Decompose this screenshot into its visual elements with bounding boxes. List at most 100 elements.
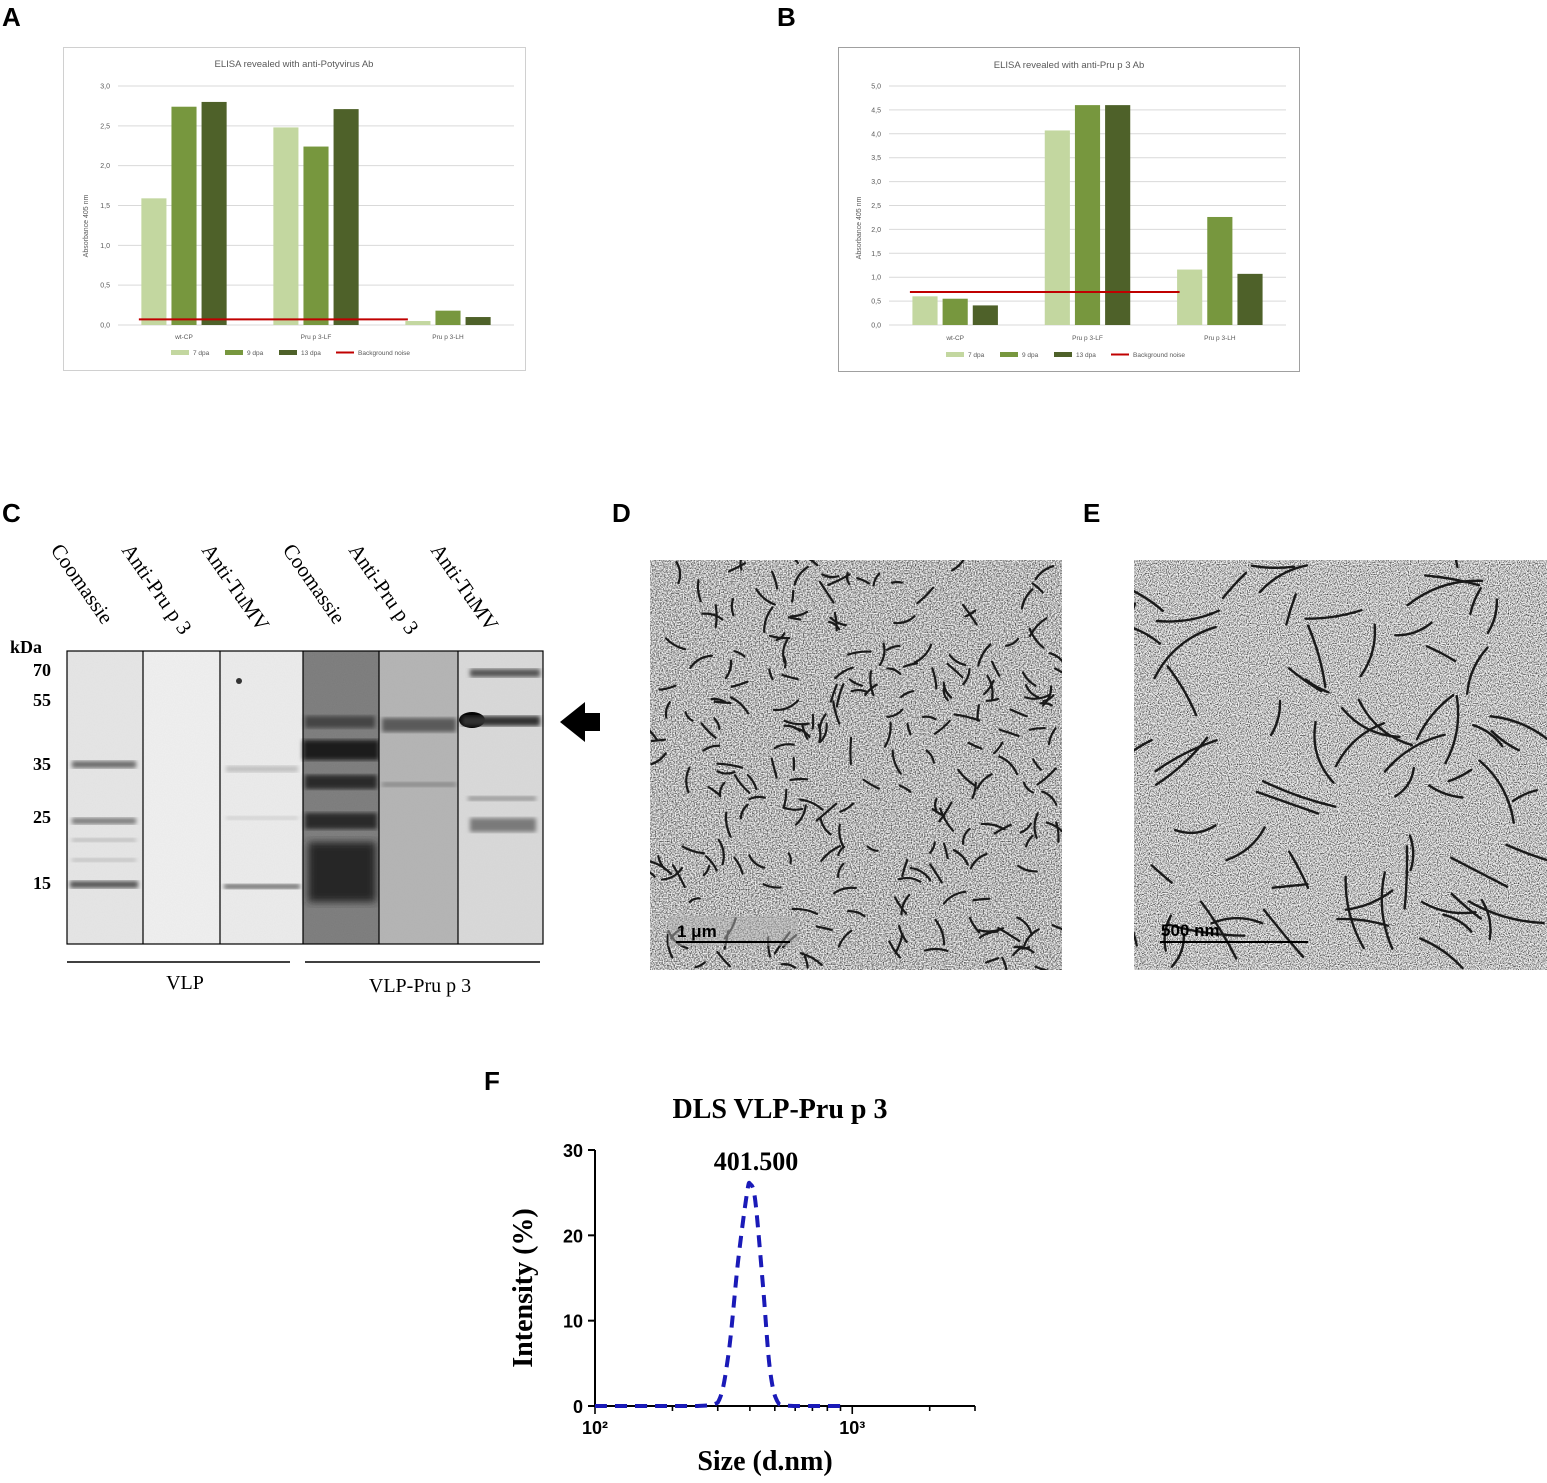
- y-tick-label: 2,5: [871, 203, 881, 210]
- particle-rod: [1447, 768, 1473, 783]
- y-axis-label: Absorbance 405 nm: [856, 197, 863, 260]
- particle-rod: [829, 616, 847, 627]
- particle-rod: [728, 562, 747, 573]
- lane-label-1: Coomassie: [46, 539, 119, 628]
- legend-label-9dpa: 9 dpa: [1022, 352, 1039, 359]
- particle-rod: [1478, 759, 1515, 824]
- particle-rod: [886, 667, 902, 676]
- band: [382, 718, 456, 732]
- particle-rod: [838, 823, 845, 849]
- micrograph-e: 500 nm: [1134, 560, 1547, 970]
- y-tick-label: 2,0: [871, 227, 881, 234]
- particle-rod: [1505, 843, 1547, 862]
- particle-rod: [1001, 956, 1008, 970]
- particle-rod: [713, 717, 721, 731]
- particle-rod: [1444, 694, 1460, 765]
- particle-rod: [1041, 790, 1058, 806]
- particle-rod: [819, 722, 828, 743]
- particle-rod: [1454, 560, 1459, 569]
- particle-rod: [1174, 824, 1217, 835]
- bar: [141, 198, 167, 325]
- particle-rod: [681, 845, 705, 855]
- band: [470, 669, 540, 677]
- particle-rod: [791, 907, 819, 915]
- particle-rod: [704, 855, 718, 872]
- micrograph-e-svg: 500 nm: [1134, 560, 1547, 970]
- marker-15: 15: [33, 873, 51, 893]
- particle-rod: [771, 570, 779, 590]
- particle-rod: [1028, 726, 1046, 731]
- particle-rod: [794, 804, 807, 826]
- band: [382, 782, 456, 787]
- particle-rod: [948, 654, 967, 667]
- particle-rod: [1039, 701, 1053, 707]
- marker-labels: 70 55 35 25 15: [33, 660, 51, 893]
- x-tick-label: Pru p 3-LH: [1204, 335, 1236, 342]
- particle-rod: [1344, 889, 1394, 911]
- particle-rod: [1024, 693, 1052, 700]
- particle-rod: [770, 757, 778, 779]
- dls-x-axis-label: Size (d.nm): [697, 1446, 832, 1477]
- band: [72, 838, 136, 842]
- panel-letter-f: F: [484, 1066, 500, 1096]
- particle-rod: [909, 866, 932, 882]
- particle-rod: [942, 687, 949, 702]
- particle-rod: [1055, 821, 1060, 843]
- panel-letter-d: D: [612, 498, 631, 528]
- particle-rod: [1469, 587, 1482, 616]
- group-label-vlp-prup3: VLP-Pru p 3: [369, 975, 471, 997]
- particle-rod: [1420, 900, 1477, 915]
- particle-rod: [1054, 667, 1062, 674]
- particle-rod: [658, 684, 677, 691]
- particle-rod: [837, 862, 845, 878]
- particle-rod: [961, 603, 978, 626]
- legend-label-13dpa: 13 dpa: [1076, 352, 1096, 359]
- particle-rod: [906, 722, 912, 736]
- bar: [1207, 216, 1233, 325]
- particle-rod: [976, 704, 980, 722]
- particle-rod: [934, 918, 946, 946]
- dls-chart: DLS VLP-Pru p 3 Intensity (%) Size (d.nm…: [508, 1094, 976, 1477]
- panel-letter-a: A: [2, 2, 21, 32]
- particle-rod: [713, 700, 732, 705]
- particle-rod: [942, 842, 949, 860]
- particle-rod: [650, 729, 659, 742]
- particle-rod: [748, 795, 766, 801]
- kda-label: kDa: [10, 637, 42, 657]
- particle-rod: [835, 683, 845, 708]
- particle-rod: [939, 807, 955, 832]
- particle-rod: [1155, 609, 1221, 623]
- particle-rod: [1406, 579, 1484, 607]
- bar: [1074, 105, 1101, 325]
- particle-rod: [746, 773, 758, 791]
- y-tick-label: 0,0: [100, 323, 110, 330]
- particle-rod: [696, 579, 702, 603]
- bar: [465, 317, 491, 325]
- y-tick-label: 20: [563, 1226, 583, 1246]
- particle-rod: [685, 766, 691, 794]
- legend-label-13dpa: 13 dpa: [301, 350, 321, 357]
- particle-rod: [1271, 882, 1309, 889]
- particle-rod: [702, 744, 721, 752]
- particle-rod: [675, 561, 682, 585]
- particle-rod: [998, 728, 1020, 737]
- particle-rod: [1047, 727, 1057, 746]
- particle-rod: [762, 883, 782, 889]
- particle-rods: [650, 560, 1062, 970]
- particle-rod: [1045, 821, 1062, 833]
- blot-lane-4: [303, 651, 379, 944]
- particle-rod: [928, 841, 936, 854]
- particle-rod: [716, 950, 732, 968]
- particle-rod: [811, 713, 815, 730]
- blot-lane-3: [220, 651, 303, 944]
- particle-rod: [1034, 565, 1055, 581]
- particle-rod: [1359, 623, 1377, 678]
- dls-y-axis-label: Intensity (%): [508, 1208, 539, 1367]
- y-tick-label: 2,0: [100, 163, 110, 170]
- particle-rod: [789, 777, 809, 782]
- particle-rod: [1490, 730, 1521, 752]
- particle-rod: [900, 690, 915, 699]
- particle-rod: [1467, 900, 1545, 925]
- particle-rod: [1221, 571, 1248, 600]
- particle-rod: [664, 637, 687, 651]
